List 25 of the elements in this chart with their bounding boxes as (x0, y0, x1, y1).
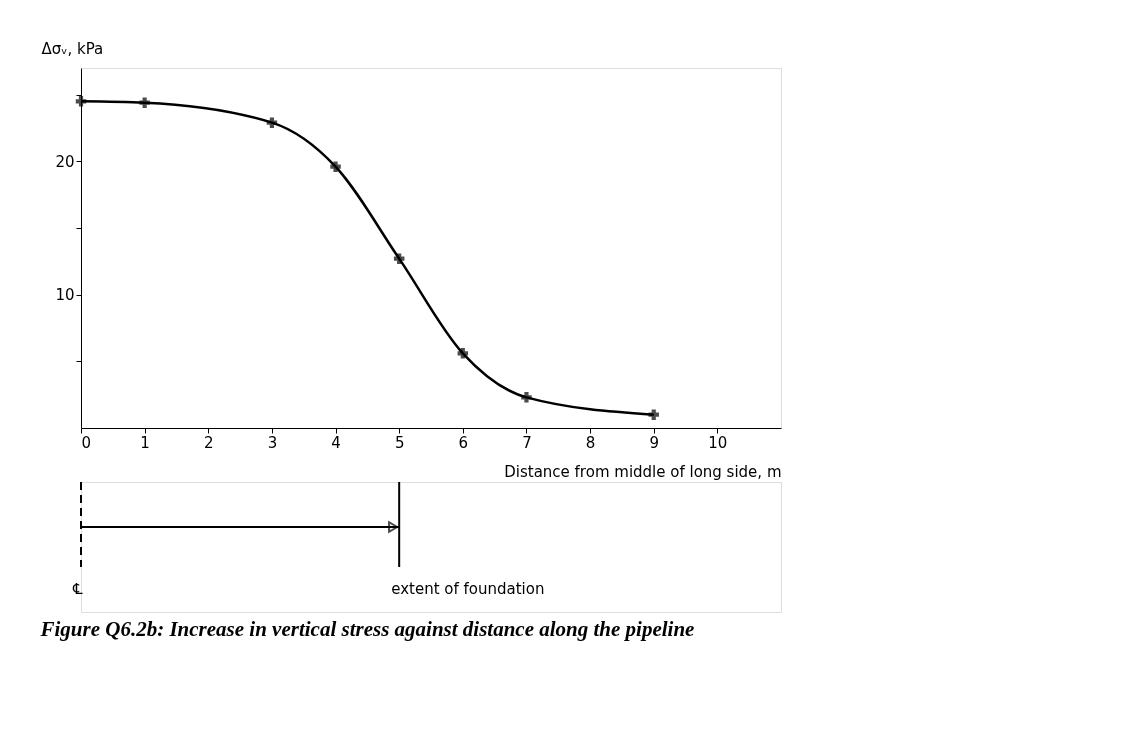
x-tick-label: 0 (81, 433, 92, 452)
ref-line-label: extent of foundation (391, 580, 545, 598)
x-tick-label: 5 (394, 433, 405, 452)
y-axis-title: Δσᵥ, kPa (41, 39, 104, 58)
point (457, 348, 469, 359)
point (75, 96, 87, 107)
point (521, 392, 532, 403)
x-tick-label: 3 (267, 433, 278, 452)
caption: Figure Q6.2b: Increase in vertical stress against distance along the pipeline (39, 616, 695, 641)
point (330, 161, 341, 172)
x-tick-label: 6 (458, 433, 469, 452)
x-tick-label: 1 (140, 433, 150, 452)
x-tick-label: 8 (585, 433, 596, 452)
x-tick-label: 9 (649, 433, 659, 452)
point (393, 253, 405, 264)
x-tick-label: 10 (708, 433, 728, 452)
point (266, 117, 278, 128)
x-tick-label: 7 (522, 433, 532, 452)
point (648, 409, 659, 420)
x-tick-label: 4 (331, 433, 341, 452)
y-tick-label: 20 (55, 152, 75, 171)
x-tick-label: 2 (204, 433, 214, 452)
x-axis-title: Distance from middle of long side, m (504, 462, 782, 481)
ref-line-label: ℄ (72, 580, 83, 598)
point (139, 97, 150, 108)
